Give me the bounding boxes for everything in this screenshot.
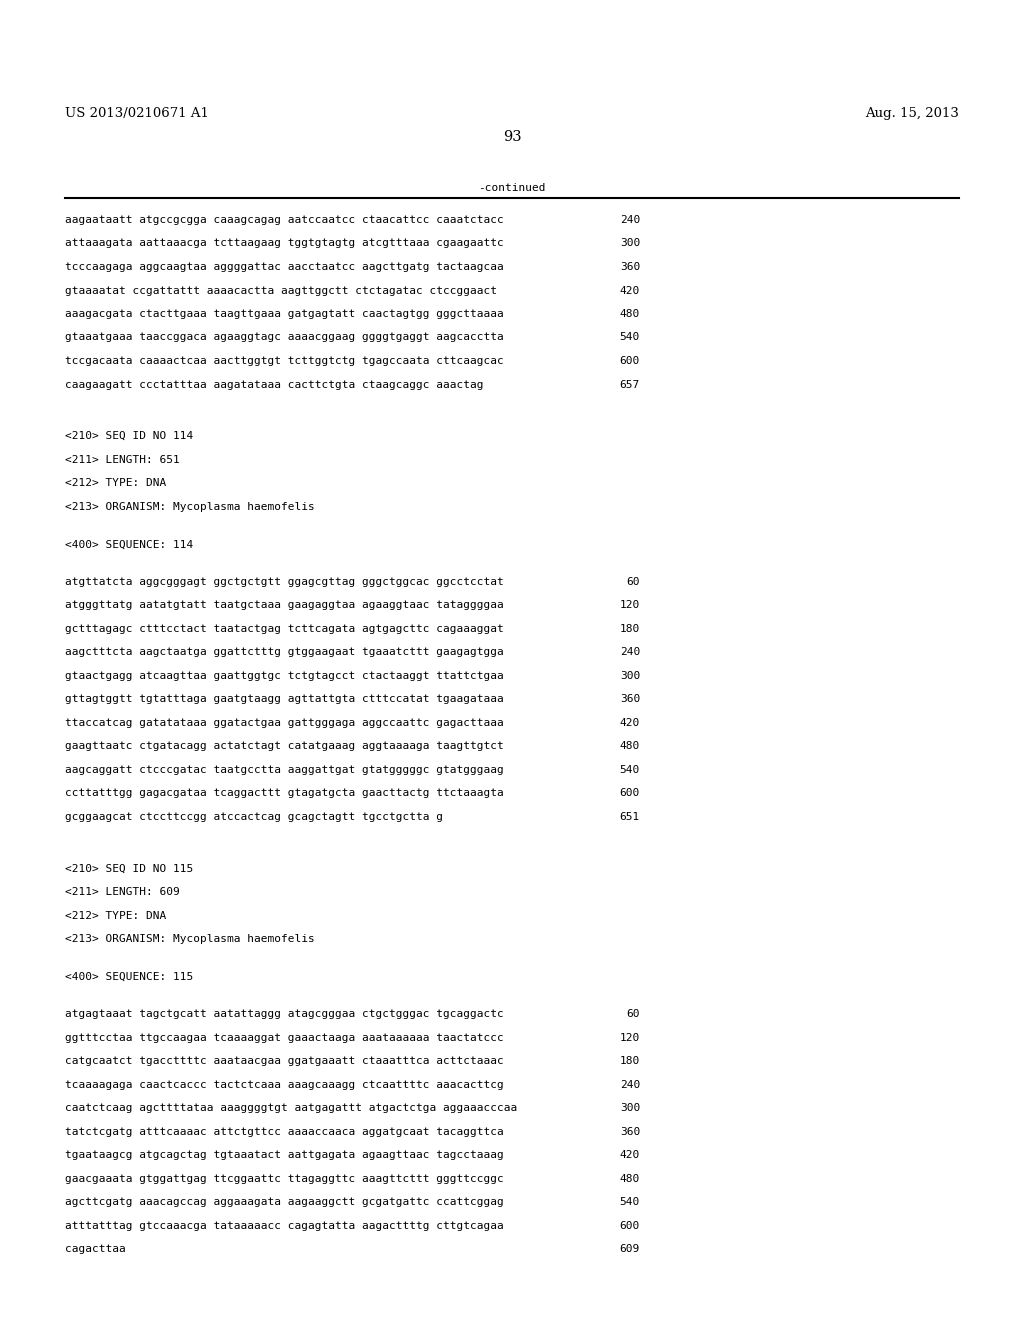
Text: 360: 360 [620, 694, 640, 705]
Text: tatctcgatg atttcaaaac attctgttcc aaaaccaaca aggatgcaat tacaggttca: tatctcgatg atttcaaaac attctgttcc aaaacca… [65, 1127, 504, 1137]
Text: tgaataagcg atgcagctag tgtaaatact aattgagata agaagttaac tagcctaaag: tgaataagcg atgcagctag tgtaaatact aattgag… [65, 1150, 504, 1160]
Text: -continued: -continued [478, 183, 546, 193]
Text: 420: 420 [620, 718, 640, 727]
Text: tccgacaata caaaactcaa aacttggtgt tcttggtctg tgagccaata cttcaagcac: tccgacaata caaaactcaa aacttggtgt tcttggt… [65, 356, 504, 366]
Text: gtaaatgaaa taaccggaca agaaggtagc aaaacggaag ggggtgaggt aagcacctta: gtaaatgaaa taaccggaca agaaggtagc aaaacgg… [65, 333, 504, 342]
Text: 480: 480 [620, 1173, 640, 1184]
Text: ggtttcctaa ttgccaagaa tcaaaaggat gaaactaaga aaataaaaaa taactatccc: ggtttcctaa ttgccaagaa tcaaaaggat gaaacta… [65, 1032, 504, 1043]
Text: caatctcaag agcttttataa aaaggggtgt aatgagattt atgactctga aggaaacccaa: caatctcaag agcttttataa aaaggggtgt aatgag… [65, 1104, 517, 1113]
Text: gtaactgagg atcaagttaa gaattggtgc tctgtagcct ctactaaggt ttattctgaa: gtaactgagg atcaagttaa gaattggtgc tctgtag… [65, 671, 504, 681]
Text: Aug. 15, 2013: Aug. 15, 2013 [865, 107, 959, 120]
Text: 609: 609 [620, 1245, 640, 1254]
Text: tcccaagaga aggcaagtaa aggggattac aacctaatcc aagcttgatg tactaagcaa: tcccaagaga aggcaagtaa aggggattac aacctaa… [65, 261, 504, 272]
Text: <210> SEQ ID NO 115: <210> SEQ ID NO 115 [65, 863, 194, 874]
Text: 480: 480 [620, 309, 640, 319]
Text: 240: 240 [620, 1080, 640, 1090]
Text: attaaagata aattaaacga tcttaagaag tggtgtagtg atcgtttaaa cgaagaattc: attaaagata aattaaacga tcttaagaag tggtgta… [65, 239, 504, 248]
Text: 120: 120 [620, 601, 640, 610]
Text: 300: 300 [620, 1104, 640, 1113]
Text: tcaaaagaga caactcaccc tactctcaaa aaagcaaagg ctcaattttc aaacacttcg: tcaaaagaga caactcaccc tactctcaaa aaagcaa… [65, 1080, 504, 1090]
Text: 60: 60 [627, 577, 640, 587]
Text: 600: 600 [620, 1221, 640, 1230]
Text: 180: 180 [620, 1056, 640, 1067]
Text: <211> LENGTH: 609: <211> LENGTH: 609 [65, 887, 180, 898]
Text: 120: 120 [620, 1032, 640, 1043]
Text: gaagttaatc ctgatacagg actatctagt catatgaaag aggtaaaaga taagttgtct: gaagttaatc ctgatacagg actatctagt catatga… [65, 742, 504, 751]
Text: <213> ORGANISM: Mycoplasma haemofelis: <213> ORGANISM: Mycoplasma haemofelis [65, 502, 314, 512]
Text: atttatttag gtccaaacga tataaaaacc cagagtatta aagacttttg cttgtcagaa: atttatttag gtccaaacga tataaaaacc cagagta… [65, 1221, 504, 1230]
Text: 651: 651 [620, 812, 640, 822]
Text: 480: 480 [620, 742, 640, 751]
Text: 600: 600 [620, 356, 640, 366]
Text: 420: 420 [620, 285, 640, 296]
Text: <211> LENGTH: 651: <211> LENGTH: 651 [65, 454, 180, 465]
Text: gtaaaatat ccgattattt aaaacactta aagttggctt ctctagatac ctccggaact: gtaaaatat ccgattattt aaaacactta aagttggc… [65, 285, 497, 296]
Text: 360: 360 [620, 261, 640, 272]
Text: 93: 93 [503, 129, 521, 144]
Text: <212> TYPE: DNA: <212> TYPE: DNA [65, 911, 166, 920]
Text: 420: 420 [620, 1150, 640, 1160]
Text: gctttagagc ctttcctact taatactgag tcttcagata agtgagcttc cagaaaggat: gctttagagc ctttcctact taatactgag tcttcag… [65, 624, 504, 634]
Text: cagacttaa: cagacttaa [65, 1245, 126, 1254]
Text: 540: 540 [620, 1197, 640, 1208]
Text: aaagacgata ctacttgaaa taagttgaaa gatgagtatt caactagtgg gggcttaaaa: aaagacgata ctacttgaaa taagttgaaa gatgagt… [65, 309, 504, 319]
Text: ccttatttgg gagacgataa tcaggacttt gtagatgcta gaacttactg ttctaaagta: ccttatttgg gagacgataa tcaggacttt gtagatg… [65, 788, 504, 799]
Text: agcttcgatg aaacagccag aggaaagata aagaaggctt gcgatgattc ccattcggag: agcttcgatg aaacagccag aggaaagata aagaagg… [65, 1197, 504, 1208]
Text: caagaagatt ccctatttaa aagatataaa cacttctgta ctaagcaggc aaactag: caagaagatt ccctatttaa aagatataaa cacttct… [65, 380, 483, 389]
Text: atgggttatg aatatgtatt taatgctaaa gaagaggtaa agaaggtaac tataggggaa: atgggttatg aatatgtatt taatgctaaa gaagagg… [65, 601, 504, 610]
Text: US 2013/0210671 A1: US 2013/0210671 A1 [65, 107, 209, 120]
Text: 657: 657 [620, 380, 640, 389]
Text: 360: 360 [620, 1127, 640, 1137]
Text: 540: 540 [620, 333, 640, 342]
Text: <400> SEQUENCE: 115: <400> SEQUENCE: 115 [65, 972, 194, 982]
Text: ttaccatcag gatatataaa ggatactgaa gattgggaga aggccaattc gagacttaaa: ttaccatcag gatatataaa ggatactgaa gattggg… [65, 718, 504, 727]
Text: 240: 240 [620, 647, 640, 657]
Text: 600: 600 [620, 788, 640, 799]
Text: catgcaatct tgaccttttc aaataacgaa ggatgaaatt ctaaatttca acttctaaac: catgcaatct tgaccttttc aaataacgaa ggatgaa… [65, 1056, 504, 1067]
Text: 300: 300 [620, 671, 640, 681]
Text: 540: 540 [620, 764, 640, 775]
Text: atgagtaaat tagctgcatt aatattaggg atagcgggaa ctgctgggac tgcaggactc: atgagtaaat tagctgcatt aatattaggg atagcgg… [65, 1010, 504, 1019]
Text: <210> SEQ ID NO 114: <210> SEQ ID NO 114 [65, 432, 194, 441]
Text: 60: 60 [627, 1010, 640, 1019]
Text: 300: 300 [620, 239, 640, 248]
Text: 240: 240 [620, 215, 640, 224]
Text: aagcaggatt ctcccgatac taatgcctta aaggattgat gtatgggggc gtatgggaag: aagcaggatt ctcccgatac taatgcctta aaggatt… [65, 764, 504, 775]
Text: <213> ORGANISM: Mycoplasma haemofelis: <213> ORGANISM: Mycoplasma haemofelis [65, 935, 314, 944]
Text: atgttatcta aggcgggagt ggctgctgtt ggagcgttag gggctggcac ggcctcctat: atgttatcta aggcgggagt ggctgctgtt ggagcgt… [65, 577, 504, 587]
Text: 180: 180 [620, 624, 640, 634]
Text: gaacgaaata gtggattgag ttcggaattc ttagaggttc aaagttcttt gggttccggc: gaacgaaata gtggattgag ttcggaattc ttagagg… [65, 1173, 504, 1184]
Text: <212> TYPE: DNA: <212> TYPE: DNA [65, 478, 166, 488]
Text: aagctttcta aagctaatga ggattctttg gtggaagaat tgaaatcttt gaagagtgga: aagctttcta aagctaatga ggattctttg gtggaag… [65, 647, 504, 657]
Text: gttagtggtt tgtatttaga gaatgtaagg agttattgta ctttccatat tgaagataaa: gttagtggtt tgtatttaga gaatgtaagg agttatt… [65, 694, 504, 705]
Text: <400> SEQUENCE: 114: <400> SEQUENCE: 114 [65, 540, 194, 549]
Text: gcggaagcat ctccttccgg atccactcag gcagctagtt tgcctgctta g: gcggaagcat ctccttccgg atccactcag gcagcta… [65, 812, 443, 822]
Text: aagaataatt atgccgcgga caaagcagag aatccaatcc ctaacattcc caaatctacc: aagaataatt atgccgcgga caaagcagag aatccaa… [65, 215, 504, 224]
